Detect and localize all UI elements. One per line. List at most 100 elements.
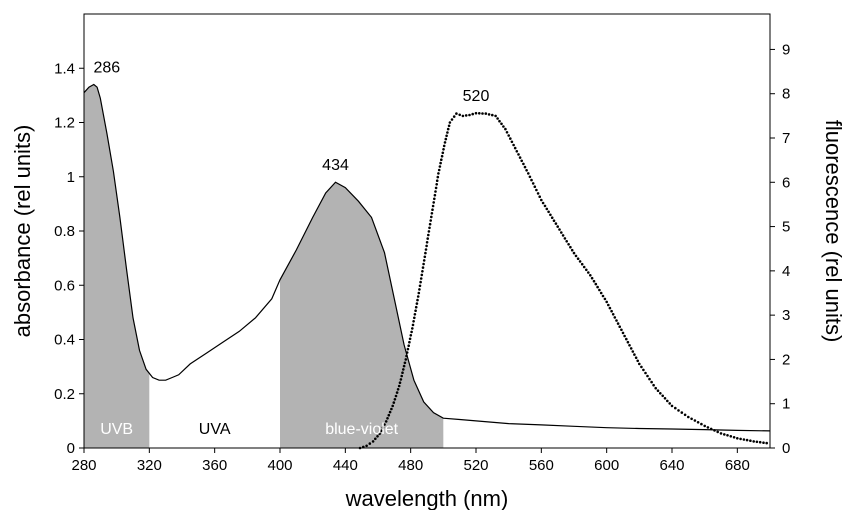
fluorescence-point-90 (442, 144, 446, 148)
peak-label-286: 286 (93, 60, 120, 77)
fluorescence-point-37 (409, 334, 413, 337)
fluorescence-point-38 (410, 330, 413, 334)
x-tick-label-0: 280 (71, 457, 96, 474)
fluorescence-point-122 (512, 143, 515, 147)
band-labels: UVB UVA blue-violet (100, 421, 398, 438)
fluorescence-point-48 (416, 295, 420, 298)
fluorescence-point-22 (397, 384, 401, 388)
fluorescence-point-159 (576, 257, 580, 261)
left-y-tick-label-7: 1.4 (54, 60, 75, 77)
fluorescence-point-4 (371, 440, 375, 443)
fluorescence-point-237 (762, 441, 765, 445)
fluorescence-point-98 (450, 118, 454, 121)
x-tick-label-8: 600 (594, 457, 619, 474)
fluorescence-point-14 (388, 410, 392, 414)
fluorescence-point-73 (431, 204, 435, 208)
fluorescence-point-7 (378, 432, 381, 436)
fluorescence-point-177 (610, 309, 613, 313)
fluorescence-point-2 (365, 444, 368, 448)
fluorescence-point-214 (687, 415, 690, 419)
fluorescence-point-134 (531, 182, 535, 185)
fluorescence-point-152 (563, 237, 567, 240)
fluorescence-point-33 (406, 347, 410, 351)
fluorescence-point-201 (652, 383, 655, 387)
fluorescence-point-8 (380, 429, 383, 433)
fluorescence-point-57 (422, 262, 425, 266)
fluorescence-point-96 (447, 124, 451, 128)
fluorescence-point-165 (589, 274, 592, 277)
fluorescence-point-3 (368, 442, 372, 445)
fluorescence-point-114 (498, 119, 501, 123)
fluorescence-point-188 (628, 344, 631, 347)
fluorescence-point-55 (421, 270, 424, 273)
fluorescence-point-153 (565, 240, 568, 243)
fluorescence-point-150 (560, 231, 563, 234)
fluorescence-point-93 (445, 134, 448, 138)
fluorescence-point-163 (585, 268, 588, 272)
fluorescence-point-126 (518, 156, 522, 159)
fluorescence-point-64 (426, 237, 430, 240)
fluorescence-point-154 (567, 243, 570, 246)
fluorescence-point-230 (739, 437, 742, 441)
fluorescence-point-119 (507, 134, 511, 137)
fluorescence-point-82 (437, 172, 440, 175)
fluorescence-point-208 (668, 402, 671, 405)
fluorescence-point-115 (500, 122, 503, 126)
fluorescence-point-40 (411, 323, 415, 327)
fluorescence-point-235 (755, 440, 759, 444)
fluorescence-point-229 (736, 437, 739, 440)
fluorescence-point-11 (384, 420, 388, 423)
fluorescence-point-97 (448, 121, 452, 124)
band-fills (84, 84, 444, 448)
fluorescence-point-170 (598, 288, 601, 292)
fluorescence-point-202 (654, 386, 657, 390)
fluorescence-point-129 (523, 165, 527, 169)
fluorescence-point-200 (650, 380, 653, 384)
fluorescence-point-137 (536, 192, 540, 195)
fluorescence-point-147 (554, 222, 558, 225)
x-tick-label-2: 360 (202, 457, 227, 474)
fluorescence-point-53 (419, 277, 423, 280)
fluorescence-point-156 (570, 248, 574, 252)
fluorescence-point-39 (411, 327, 414, 330)
absorbance-line (83, 83, 771, 432)
fluorescence-point-128 (522, 162, 525, 166)
left-y-tick-label-5: 1 (67, 169, 75, 186)
fluorescence-point-234 (752, 440, 755, 443)
fluorescence-point-226 (726, 434, 729, 437)
fluorescence-point-9 (381, 426, 385, 429)
fluorescence-point-75 (433, 197, 436, 201)
band-label-uva: UVA (199, 421, 231, 438)
fluorescence-point-32 (405, 351, 409, 354)
fluorescence-point-213 (683, 413, 687, 417)
fluorescence-point-27 (402, 368, 405, 371)
peak-labels: 286 434 520 (93, 60, 489, 175)
fluorescence-point-60 (424, 251, 427, 255)
fluorescence-point-70 (430, 215, 433, 219)
fluorescence-point-158 (574, 254, 578, 258)
x-tick-label-7: 560 (529, 457, 554, 474)
fluorescence-point-223 (716, 430, 719, 434)
fluorescence-point-89 (442, 148, 445, 151)
fluorescence-point-121 (510, 140, 514, 144)
fluorescence-point-105 (471, 112, 475, 116)
fluorescence-point-198 (646, 374, 649, 378)
x-tick-label-1: 320 (137, 457, 162, 474)
fluorescence-point-71 (430, 212, 434, 215)
fluorescence-point-145 (550, 216, 554, 219)
fluorescence-point-109 (484, 112, 488, 115)
fluorescence-point-236 (758, 440, 762, 444)
fluorescence-point-167 (592, 279, 596, 283)
fluorescence-point-181 (616, 322, 620, 325)
x-tick-label-5: 480 (398, 457, 423, 474)
left-y-tick-label-1: 0.2 (54, 386, 75, 403)
fluorescence-point-171 (599, 291, 603, 295)
fluorescence-point-58 (422, 259, 426, 262)
fluorescence-point-47 (416, 298, 419, 302)
fluorescence-point-13 (387, 413, 391, 417)
fluorescence-point-123 (513, 146, 517, 150)
fluorescence-point-120 (509, 137, 512, 140)
right-y-tick-label-7: 7 (782, 130, 790, 147)
fluorescence-point-232 (745, 438, 749, 442)
fluorescence-point-12 (386, 417, 389, 420)
